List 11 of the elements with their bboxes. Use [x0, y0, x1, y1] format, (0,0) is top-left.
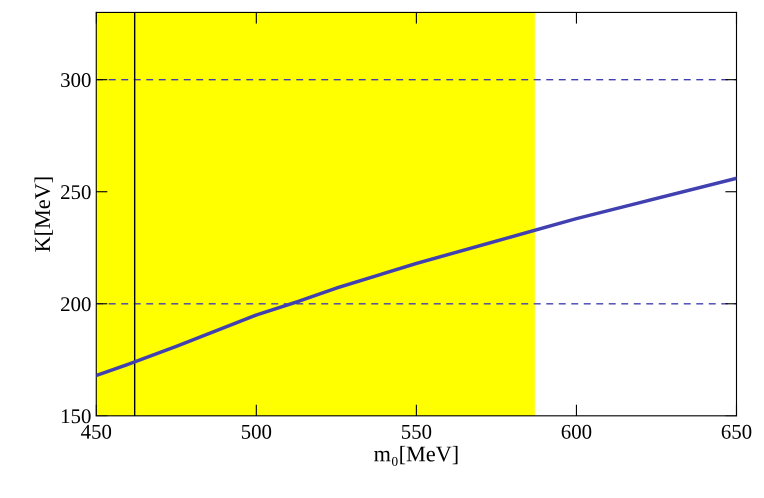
- y-tick-label: 250: [61, 185, 91, 200]
- x-tick-label: 550: [402, 424, 432, 439]
- x-axis-title: m₀[MeV]: [374, 446, 458, 466]
- y-tick-label: 300: [61, 73, 91, 88]
- y-axis-title: K[MeV]: [34, 178, 53, 252]
- x-tick-label: 650: [722, 424, 752, 439]
- y-tick-label: 200: [61, 297, 91, 312]
- y-tick-label: 150: [62, 409, 91, 424]
- x-tick-label: 450: [81, 424, 112, 439]
- x-tick-label: 500: [242, 424, 272, 439]
- x-tick-label: 600: [562, 424, 592, 439]
